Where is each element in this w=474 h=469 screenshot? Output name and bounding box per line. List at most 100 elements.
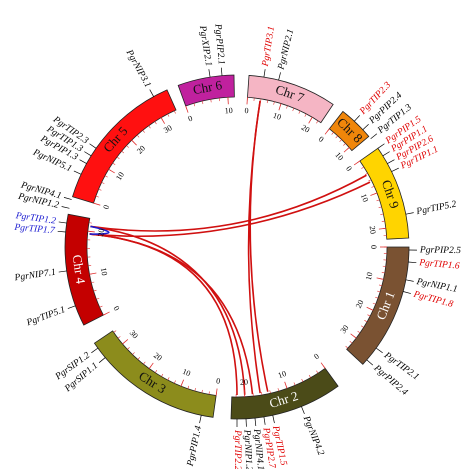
tick xyxy=(103,311,110,316)
tick xyxy=(93,202,101,206)
gene-label: PgrNIP1.2 xyxy=(241,428,253,469)
tick-label: 10 xyxy=(99,267,109,277)
minor-tick xyxy=(208,391,210,395)
minor-tick xyxy=(304,113,307,117)
gene-pointer xyxy=(254,418,257,427)
chromosome xyxy=(93,330,217,418)
tick xyxy=(108,168,115,174)
tick xyxy=(278,103,282,111)
chromosome xyxy=(359,147,410,240)
tick xyxy=(370,192,378,196)
tick-label: 10 xyxy=(277,369,288,380)
gene-label: PgrNIP7.1 xyxy=(13,268,56,284)
minor-tick xyxy=(104,175,108,178)
minor-tick xyxy=(174,110,176,114)
minor-tick xyxy=(345,345,349,349)
gene-label: PgrTIP5.2 xyxy=(415,200,458,218)
minor-tick xyxy=(343,143,346,146)
tick xyxy=(122,339,129,345)
gene-label: PgrNIP3.1 xyxy=(123,47,152,89)
tick-label: 20 xyxy=(152,351,164,363)
minor-tick xyxy=(293,382,296,386)
gene-pointer xyxy=(57,230,66,233)
tick xyxy=(284,381,288,389)
minor-tick xyxy=(368,179,372,182)
link xyxy=(89,181,371,238)
tick-label: 0 xyxy=(344,164,354,172)
tick xyxy=(366,306,374,311)
minor-tick xyxy=(148,125,151,129)
minor-tick xyxy=(154,370,158,373)
tick xyxy=(148,362,154,369)
gene-pointer xyxy=(403,291,411,294)
minor-tick xyxy=(273,101,275,105)
gene-pointer xyxy=(366,359,374,366)
gene-pointer xyxy=(370,133,378,140)
tick-label: 20 xyxy=(240,377,248,386)
link xyxy=(90,174,367,232)
minor-tick xyxy=(167,113,170,117)
minor-tick xyxy=(93,289,97,292)
minor-tick xyxy=(143,361,146,365)
minor-tick xyxy=(201,101,204,105)
minor-tick xyxy=(98,188,102,191)
minor-tick xyxy=(101,182,105,184)
gene-pointer xyxy=(79,159,87,164)
minor-tick xyxy=(371,186,375,188)
gene-label: PgrPIP1.4 xyxy=(186,425,205,468)
minor-tick xyxy=(137,357,141,360)
gene-pointer xyxy=(405,212,414,215)
minor-tick xyxy=(187,385,190,389)
minor-tick xyxy=(364,173,368,176)
minor-tick xyxy=(126,145,129,148)
minor-tick xyxy=(194,387,196,392)
tick-label: 0 xyxy=(187,114,194,124)
gene-pointer xyxy=(73,170,82,175)
minor-tick xyxy=(377,290,381,293)
tick xyxy=(131,139,137,146)
minor-tick xyxy=(286,105,288,109)
gene-pointer xyxy=(387,159,395,164)
gene-pointer xyxy=(263,416,266,425)
minor-tick xyxy=(142,130,145,133)
tick xyxy=(160,117,166,124)
tick-label: 10 xyxy=(114,170,126,182)
minor-tick xyxy=(112,162,116,165)
minor-tick xyxy=(364,320,368,323)
tick-label: 20 xyxy=(300,123,311,135)
gene-pointer xyxy=(149,89,154,97)
tick-label: 10 xyxy=(359,192,370,203)
link xyxy=(247,100,261,394)
minor-tick xyxy=(269,390,271,394)
minor-tick xyxy=(266,100,269,104)
minor-tick xyxy=(91,281,95,284)
minor-tick xyxy=(375,296,379,299)
tick-label: 10 xyxy=(181,367,192,378)
minor-tick xyxy=(360,325,364,328)
minor-tick xyxy=(349,341,353,344)
gene-label: PgrTIP1.6 xyxy=(418,258,460,272)
gene-label: PgrTIP5.1 xyxy=(25,305,67,329)
minor-tick xyxy=(308,374,311,378)
minor-tick xyxy=(378,206,382,208)
minor-tick xyxy=(381,272,385,274)
tick xyxy=(215,388,218,396)
tick-label: 10 xyxy=(333,150,345,162)
gene-pointer xyxy=(391,167,399,172)
minor-tick xyxy=(99,305,103,308)
tick xyxy=(350,333,357,339)
minor-tick xyxy=(121,150,125,154)
gene-pointer xyxy=(84,151,92,157)
tick-label: 0 xyxy=(216,376,221,385)
tick xyxy=(180,379,185,387)
tick-label: 20 xyxy=(135,144,147,156)
tick-label: 0 xyxy=(317,135,326,145)
tick xyxy=(87,230,95,233)
minor-tick xyxy=(117,336,121,339)
gene-label: PgrTIP3.1 xyxy=(261,26,277,68)
minor-tick xyxy=(316,120,319,124)
minor-tick xyxy=(193,103,196,107)
minor-tick xyxy=(331,132,334,135)
chromosome xyxy=(177,74,235,107)
